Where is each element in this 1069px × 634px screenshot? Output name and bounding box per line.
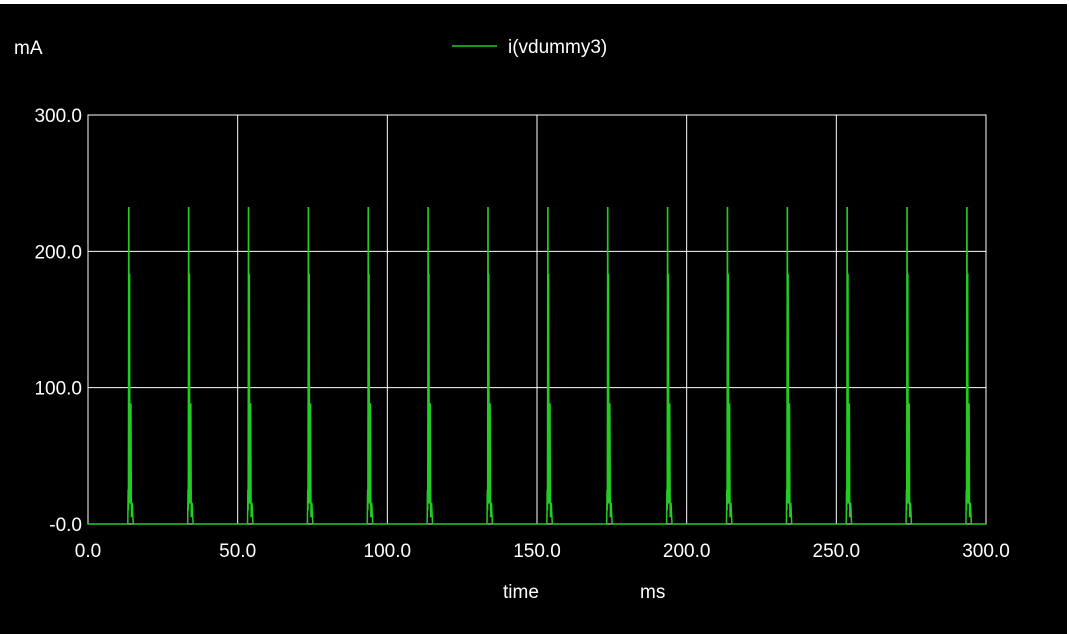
x-tick-label: 200.0 (663, 541, 711, 562)
x-tick-label: 300.0 (962, 541, 1010, 562)
y-tick-label: 300.0 (34, 106, 82, 127)
series-line (88, 206, 986, 525)
legend: i(vdummy3) (452, 37, 607, 58)
y-tick-label: 100.0 (34, 379, 82, 400)
x-axis-label: time (503, 582, 539, 603)
x-axis-ticks: 0.0 50.0 100.0 150.0 200.0 250.0 300.0 (75, 541, 1010, 562)
grid (88, 115, 986, 524)
window-top-border (0, 0, 1069, 4)
y-tick-label: 200.0 (34, 242, 82, 263)
x-tick-label: 50.0 (219, 541, 256, 562)
x-axis-unit-label: ms (640, 582, 665, 603)
legend-label: i(vdummy3) (508, 37, 607, 58)
y-tick-label: -0.0 (49, 515, 82, 536)
x-tick-label: 0.0 (75, 541, 101, 562)
series-layer (88, 206, 986, 525)
x-tick-label: 250.0 (813, 541, 861, 562)
x-tick-label: 100.0 (364, 541, 412, 562)
y-axis-ticks: -0.0 100.0 200.0 300.0 (34, 106, 82, 536)
x-tick-label: 150.0 (513, 541, 561, 562)
window-right-border (1067, 0, 1069, 634)
y-axis-unit-label: mA (14, 38, 43, 59)
